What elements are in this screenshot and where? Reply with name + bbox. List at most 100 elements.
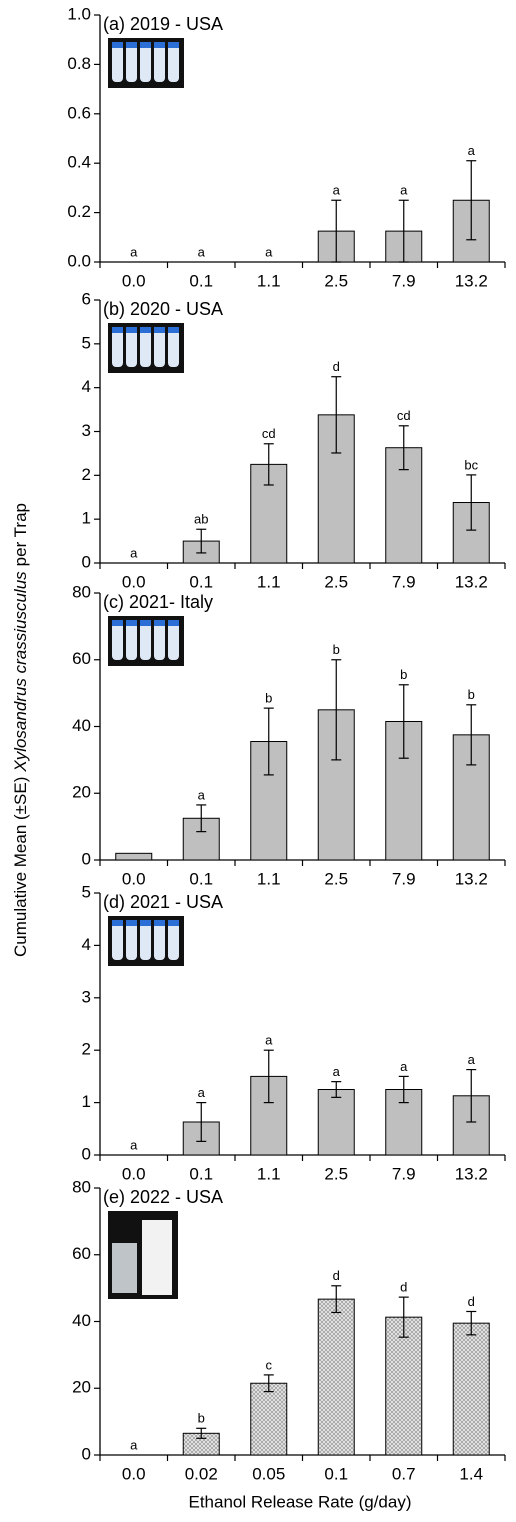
inset-cap <box>168 620 179 626</box>
significance-letter: a <box>333 183 341 198</box>
inset-cap <box>112 620 123 626</box>
bar <box>318 1090 354 1156</box>
inset-cap <box>140 42 151 48</box>
x-tick-label: 0.0 <box>122 869 146 888</box>
inset-cap <box>112 920 123 926</box>
inset-cap <box>140 620 151 626</box>
y-tick-label: 0 <box>82 552 91 571</box>
inset-cap <box>154 620 165 626</box>
x-tick-label: 7.9 <box>392 271 416 290</box>
bar <box>318 1299 354 1455</box>
inset-cap <box>168 327 179 333</box>
significance-letter: a <box>265 244 273 259</box>
y-label-part: Cumulative Mean (±SE) <box>11 777 30 957</box>
significance-letter: a <box>468 143 476 158</box>
y-tick-label: 0 <box>82 1444 91 1463</box>
bar <box>116 853 152 860</box>
significance-letter: d <box>333 359 340 374</box>
y-tick-label: 0 <box>82 849 91 868</box>
y-tick-label: 3 <box>82 421 91 440</box>
significance-letter: a <box>265 1033 273 1048</box>
x-tick-label: 0.1 <box>189 271 213 290</box>
x-tick-label: 1.1 <box>257 271 281 290</box>
y-tick-label: 6 <box>82 289 91 308</box>
x-tick-label: 1.1 <box>257 1164 281 1183</box>
x-tick-label: 7.9 <box>392 869 416 888</box>
y-tick-label: 80 <box>72 1177 91 1196</box>
significance-letter: a <box>130 244 138 259</box>
significance-letter: a <box>400 183 408 198</box>
inset-cap <box>126 327 137 333</box>
y-tick-label: 2 <box>82 465 91 484</box>
significance-letter: d <box>468 1294 475 1309</box>
inset-cap <box>154 327 165 333</box>
y-tick-label: 0.4 <box>67 153 91 172</box>
inset-cap <box>140 920 151 926</box>
y-tick-label: 20 <box>72 1378 91 1397</box>
x-tick-label: 0.0 <box>122 572 146 591</box>
inset-cap <box>154 42 165 48</box>
x-tick-label: 0.1 <box>189 869 213 888</box>
panel-title: (d) 2021 - USA <box>103 892 223 912</box>
significance-letter: cd <box>262 426 276 441</box>
significance-letter: a <box>333 1064 341 1079</box>
y-tick-label: 0.0 <box>67 251 91 270</box>
x-tick-label: 0.1 <box>189 1164 213 1183</box>
y-tick-label: 4 <box>82 377 91 396</box>
x-tick-label: 0.02 <box>185 1464 218 1483</box>
panel-title: (b) 2020 - USA <box>103 299 223 319</box>
inset-cap <box>126 620 137 626</box>
x-tick-label: 1.4 <box>459 1464 483 1483</box>
y-tick-label: 1.0 <box>67 4 91 23</box>
y-tick-label: 4 <box>82 935 91 954</box>
inset-bag <box>112 1243 137 1293</box>
panel-title: (a) 2019 - USA <box>103 14 223 34</box>
significance-letter: bc <box>464 457 478 472</box>
significance-letter: a <box>198 244 206 259</box>
y-axis-label: Cumulative Mean (±SE) Xylosandrus crassiu… <box>11 503 30 957</box>
y-tick-label: 0 <box>82 1144 91 1163</box>
inset-cap <box>126 920 137 926</box>
x-tick-label: 2.5 <box>324 1164 348 1183</box>
significance-letter: a <box>468 1052 476 1067</box>
y-label-part: per Trap <box>11 503 30 566</box>
y-tick-label: 1 <box>82 509 91 528</box>
x-tick-label: 2.5 <box>324 572 348 591</box>
x-tick-label: 0.05 <box>252 1464 285 1483</box>
y-tick-label: 0.2 <box>67 202 91 221</box>
y-tick-label: 5 <box>82 333 91 352</box>
significance-letter: c <box>266 1357 273 1372</box>
x-tick-label: 0.1 <box>324 1464 348 1483</box>
x-tick-label: 13.2 <box>455 572 488 591</box>
inset-cap <box>168 920 179 926</box>
y-label-part: Xylosandrus crassiusculus <box>11 571 30 773</box>
y-tick-label: 3 <box>82 987 91 1006</box>
significance-letter: b <box>468 687 475 702</box>
y-tick-label: 60 <box>72 649 91 668</box>
bar <box>453 1323 489 1455</box>
significance-letter: a <box>198 1085 206 1100</box>
inset-cap <box>126 42 137 48</box>
significance-letter: b <box>400 667 407 682</box>
y-tick-label: 2 <box>82 1040 91 1059</box>
x-axis-label: Ethanol Release Rate (g/day) <box>188 1492 411 1511</box>
x-tick-label: 0.7 <box>392 1464 416 1483</box>
x-tick-label: 7.9 <box>392 1164 416 1183</box>
significance-letter: a <box>400 1059 408 1074</box>
y-tick-label: 20 <box>72 783 91 802</box>
x-tick-label: 1.1 <box>257 869 281 888</box>
significance-letter: a <box>198 787 206 802</box>
x-tick-label: 1.1 <box>257 572 281 591</box>
y-tick-label: 40 <box>72 716 91 735</box>
significance-letter: a <box>130 1137 138 1152</box>
inset-cap <box>140 327 151 333</box>
y-tick-label: 5 <box>82 882 91 901</box>
x-tick-label: 13.2 <box>455 1164 488 1183</box>
significance-letter: d <box>333 1268 340 1283</box>
significance-letter: b <box>198 1411 205 1426</box>
y-tick-label: 40 <box>72 1311 91 1330</box>
significance-letter: cd <box>397 408 411 423</box>
figure: Cumulative Mean (±SE) Xylosandrus crassiu… <box>0 0 516 1522</box>
y-tick-label: 1 <box>82 1092 91 1111</box>
inset-cap <box>112 327 123 333</box>
